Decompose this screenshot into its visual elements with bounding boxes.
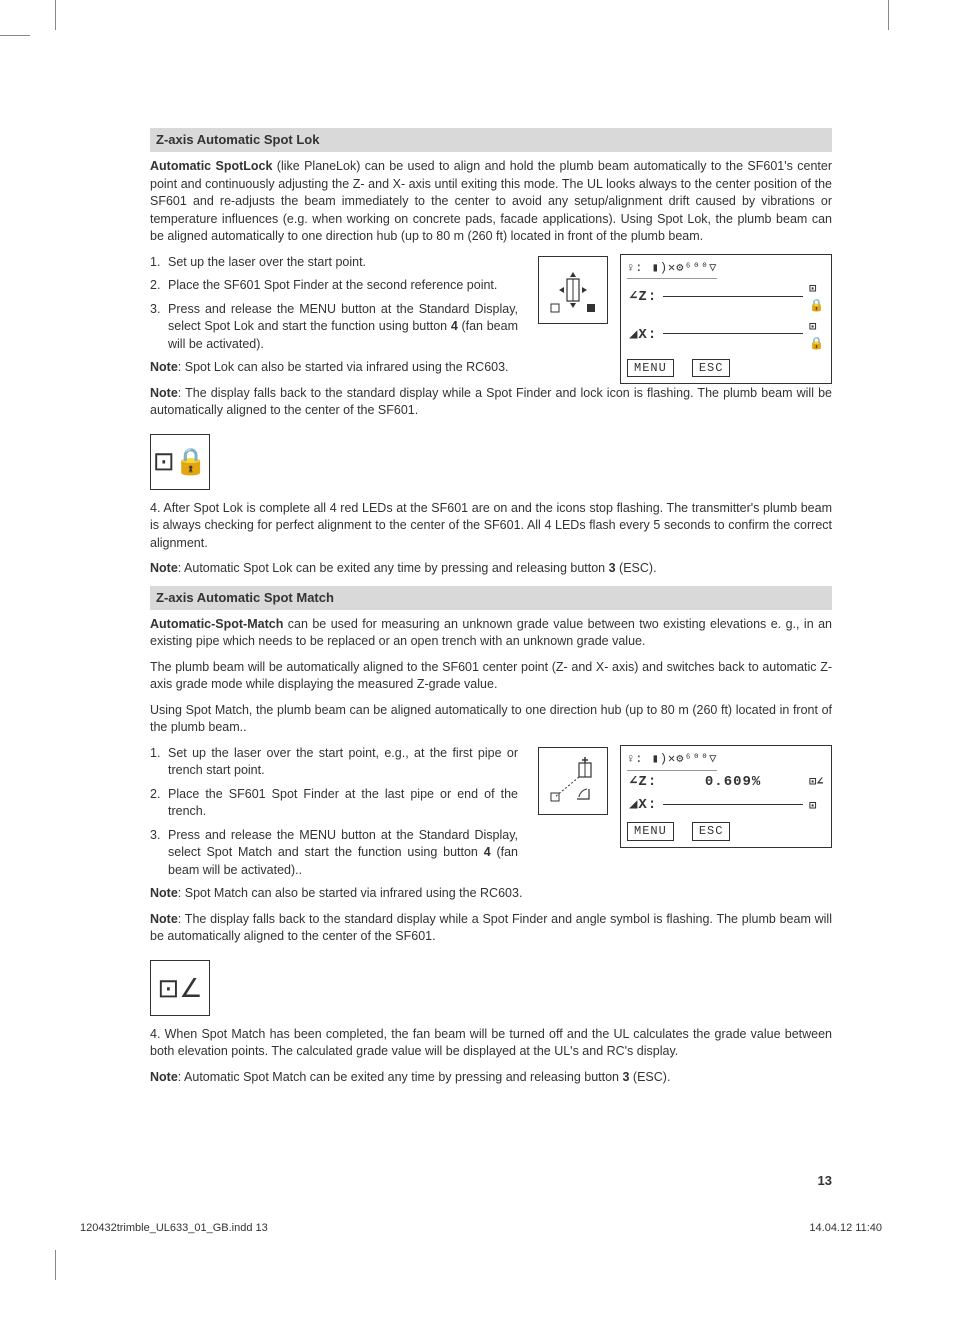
- list-item: Press and release the MENU button at the…: [168, 301, 526, 354]
- lcd-display-spot-lok: ♀: ▮)✕⚙⁶⁰⁰▽ ∠Z: ⊡🔒 ◢X: ⊡🔒 MENU ESC: [620, 254, 832, 385]
- lcd-lock-icon: ⊡🔒: [809, 319, 823, 353]
- note: Note: The display falls back to the stan…: [150, 911, 832, 946]
- note: Note: Automatic Spot Match can be exited…: [150, 1069, 832, 1087]
- list-number: 3.: [150, 827, 168, 880]
- list-number: 3.: [150, 301, 168, 354]
- section-title-spot-lok: Z-axis Automatic Spot Lok: [150, 128, 832, 152]
- lcd-x-label: ◢X:: [629, 326, 657, 346]
- note: Note: Spot Match can also be started via…: [150, 885, 832, 903]
- list-number: 1.: [150, 254, 168, 272]
- spot-lok-nav-icon: [538, 256, 608, 324]
- page-number: 13: [818, 1172, 832, 1190]
- spot-lok-icon: ⊡🔒: [150, 434, 210, 490]
- note: Note: Spot Lok can also be started via i…: [150, 359, 526, 377]
- list-item: Place the SF601 Spot Finder at the last …: [168, 786, 526, 821]
- lcd-esc-button: ESC: [692, 822, 731, 841]
- list-item: Press and release the MENU button at the…: [168, 827, 526, 880]
- lcd-status-bar: ♀: ▮)✕⚙⁶⁰⁰▽: [627, 260, 717, 280]
- lcd-esc-button: ESC: [692, 359, 731, 378]
- lcd-display-spot-match: ♀: ▮)✕⚙⁶⁰⁰▽ ∠Z: 0.609% ⊡∠ ◢X: ⊡ MENU ESC: [620, 745, 832, 848]
- lcd-menu-button: MENU: [627, 822, 674, 841]
- lcd-z-label: ∠Z:: [629, 288, 657, 308]
- bold-term: Automatic-Spot-Match: [150, 617, 283, 631]
- list-item: Place the SF601 Spot Finder at the secon…: [168, 277, 526, 295]
- list-item: Set up the laser over the start point, e…: [168, 745, 526, 780]
- lcd-z-value: 0.609%: [705, 773, 761, 793]
- lcd-x-label: ◢X:: [629, 796, 657, 816]
- list-number: 1.: [150, 745, 168, 780]
- spot-match-nav-icon: [538, 747, 608, 815]
- lcd-menu-button: MENU: [627, 359, 674, 378]
- list-number: 2.: [150, 786, 168, 821]
- footer-timestamp: 14.04.12 11:40: [809, 1221, 882, 1236]
- lcd-z-label: ∠Z:: [629, 773, 657, 793]
- note: Note: The display falls back to the stan…: [150, 385, 832, 420]
- list-item: 4. When Spot Match has been completed, t…: [150, 1026, 832, 1061]
- section-title-spot-match: Z-axis Automatic Spot Match: [150, 586, 832, 610]
- paragraph: Automatic-Spot-Match can be used for mea…: [150, 616, 832, 651]
- bold-term: Automatic SpotLock: [150, 159, 272, 173]
- note: Note: Automatic Spot Lok can be exited a…: [150, 560, 832, 578]
- list-item: Set up the laser over the start point.: [168, 254, 526, 272]
- paragraph: Automatic SpotLock (like PlaneLok) can b…: [150, 158, 832, 246]
- lcd-angle-icon: ⊡∠: [809, 774, 823, 791]
- lcd-status-bar: ♀: ▮)✕⚙⁶⁰⁰▽: [627, 751, 717, 771]
- paragraph: The plumb beam will be automatically ali…: [150, 659, 832, 694]
- paragraph: Using Spot Match, the plumb beam can be …: [150, 702, 832, 737]
- lcd-lock-icon: ⊡🔒: [809, 281, 823, 315]
- list-item: 4. After Spot Lok is complete all 4 red …: [150, 500, 832, 553]
- list-number: 2.: [150, 277, 168, 295]
- footer-filename: 120432trimble_UL633_01_GB.indd 13: [80, 1221, 268, 1236]
- lcd-icon: ⊡: [809, 798, 823, 815]
- spot-match-icon: ⊡∠: [150, 960, 210, 1016]
